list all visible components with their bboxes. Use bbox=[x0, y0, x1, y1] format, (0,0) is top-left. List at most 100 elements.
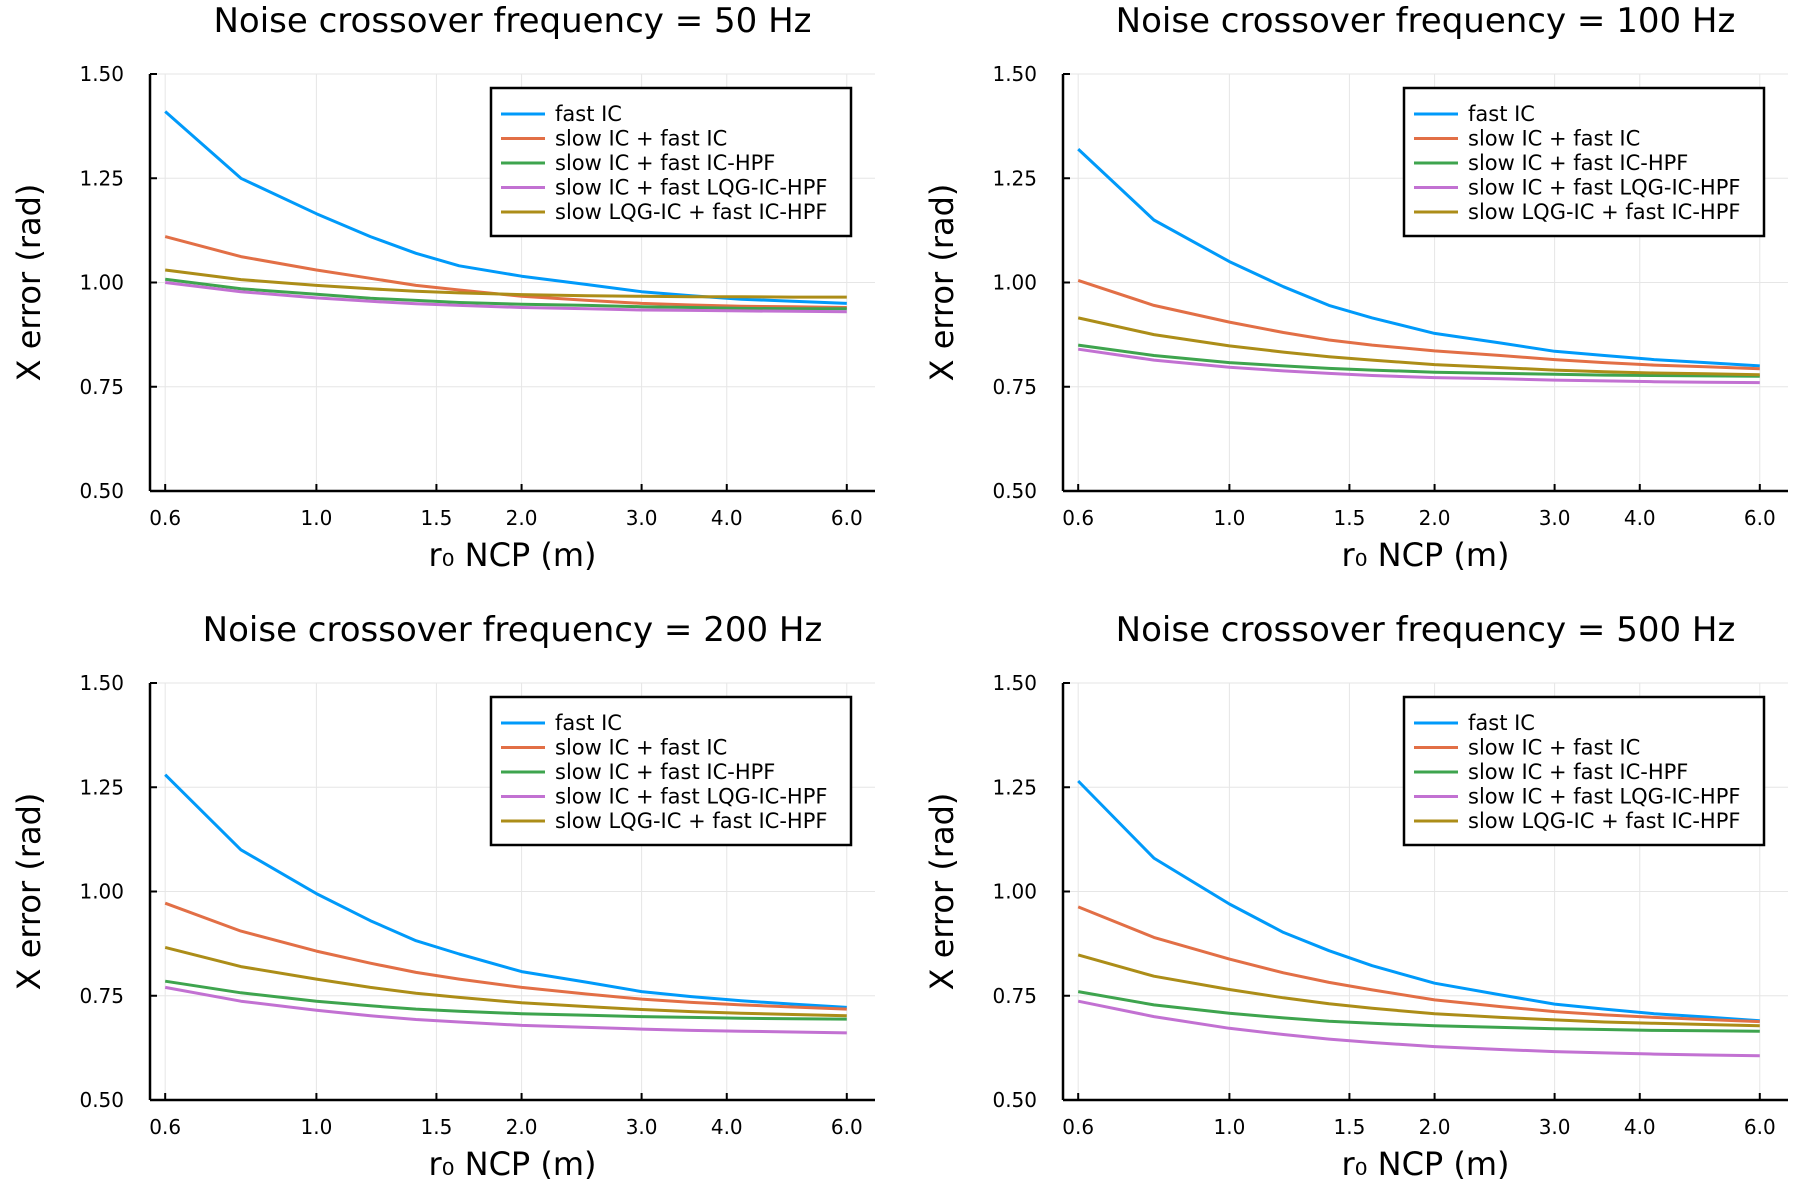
series-line-5 bbox=[165, 268, 847, 299]
x-tick-label: 6.0 bbox=[831, 506, 863, 530]
y-tick-label: 0.50 bbox=[992, 479, 1037, 503]
x-tick-label: 4.0 bbox=[711, 1115, 743, 1139]
y-axis-label: X error (rad) bbox=[10, 793, 48, 991]
legend-entry: fast IC bbox=[1468, 102, 1535, 126]
y-tick-label: 0.75 bbox=[992, 984, 1037, 1008]
y-tick-label: 1.00 bbox=[79, 880, 124, 904]
x-tick-label: 4.0 bbox=[1624, 506, 1656, 530]
series-line-4 bbox=[1077, 999, 1760, 1058]
x-tick-label: 2.0 bbox=[506, 1115, 538, 1139]
series-line-2 bbox=[1077, 905, 1760, 1024]
subplot-1: 0.6 1.0 1.5 2.0 3.0 4.0 6.0 0.50 0.75 1.00 1.25 1.5… bbox=[10, 1, 875, 574]
subplot-title: Noise crossover frequency = 500 Hz bbox=[1116, 610, 1736, 650]
y-tick-label: 1.50 bbox=[79, 671, 124, 695]
y-tick-label: 1.50 bbox=[992, 671, 1037, 695]
legend-entry: fast IC bbox=[1468, 711, 1535, 735]
x-axis-label: r₀ NCP (m) bbox=[428, 1145, 596, 1183]
x-axis-label: r₀ NCP (m) bbox=[428, 536, 596, 574]
series-line-4 bbox=[164, 985, 847, 1035]
x-tick-label: 0.6 bbox=[149, 506, 181, 530]
legend-entry: slow LQG-IC + fast IC-HPF bbox=[1468, 200, 1740, 224]
x-tick-label: 1.0 bbox=[1213, 506, 1245, 530]
y-axis-label: X error (rad) bbox=[10, 184, 48, 382]
y-tick-label: 0.75 bbox=[79, 375, 124, 399]
y-tick-label: 0.50 bbox=[79, 479, 124, 503]
legend-entry: slow IC + fast IC-HPF bbox=[555, 151, 775, 175]
legend-box bbox=[489, 695, 853, 847]
x-tick-label: 2.0 bbox=[1419, 1115, 1451, 1139]
y-axis-label: X error (rad) bbox=[923, 793, 961, 991]
series-line-3 bbox=[1077, 343, 1760, 378]
legend-box bbox=[489, 86, 853, 238]
y-tick-label: 1.00 bbox=[992, 880, 1037, 904]
y-tick-label: 1.25 bbox=[992, 166, 1037, 190]
subplot-3: 0.6 1.0 1.5 2.0 3.0 4.0 6.0 0.50 0.75 1.00 1.25 1.5… bbox=[10, 610, 875, 1183]
series-line-4 bbox=[1077, 347, 1760, 385]
series-line-2 bbox=[1077, 278, 1760, 371]
legend-entry: slow IC + fast IC-HPF bbox=[1468, 760, 1688, 784]
legend-entry: slow IC + fast LQG-IC-HPF bbox=[1468, 785, 1740, 809]
legend-entry: slow IC + fast IC-HPF bbox=[1468, 151, 1688, 175]
series-line-1 bbox=[164, 110, 847, 305]
legend-entry: slow IC + fast IC bbox=[555, 736, 727, 760]
x-tick-label: 3.0 bbox=[1539, 506, 1571, 530]
series-line-1 bbox=[1077, 148, 1760, 368]
x-tick-label: 0.6 bbox=[1062, 1115, 1094, 1139]
legend-entry: fast IC bbox=[555, 102, 622, 126]
x-tick-label: 3.0 bbox=[626, 1115, 658, 1139]
series-line-2 bbox=[164, 901, 847, 1011]
x-tick-label: 0.6 bbox=[1062, 506, 1094, 530]
subplot-4: 0.6 1.0 1.5 2.0 3.0 4.0 6.0 0.50 0.75 1.00 1.25 1.5… bbox=[923, 610, 1788, 1183]
x-tick-label: 1.0 bbox=[1213, 1115, 1245, 1139]
subplot-title: Noise crossover frequency = 100 Hz bbox=[1116, 1, 1736, 41]
x-tick-label: 1.5 bbox=[1334, 1115, 1366, 1139]
subplot-2: 0.6 1.0 1.5 2.0 3.0 4.0 6.0 0.50 0.75 1.00 1.25 1.5… bbox=[923, 1, 1788, 574]
legend-entry: slow IC + fast IC-HPF bbox=[555, 760, 775, 784]
y-axis-label: X error (rad) bbox=[923, 184, 961, 382]
subplot-title: Noise crossover frequency = 50 Hz bbox=[213, 1, 811, 41]
legend-entry: slow IC + fast LQG-IC-HPF bbox=[555, 176, 827, 200]
x-tick-label: 6.0 bbox=[831, 1115, 863, 1139]
legend-entry: slow LQG-IC + fast IC-HPF bbox=[1468, 809, 1740, 833]
legend-entry: slow IC + fast IC bbox=[555, 127, 727, 151]
y-tick-label: 1.25 bbox=[79, 775, 124, 799]
series-line-5 bbox=[1077, 953, 1760, 1028]
series-line-3 bbox=[164, 979, 847, 1021]
legend-entry: fast IC bbox=[555, 711, 622, 735]
x-tick-label: 1.5 bbox=[421, 506, 453, 530]
series-line-5 bbox=[164, 945, 847, 1018]
legend-entry: slow IC + fast IC bbox=[1468, 127, 1640, 151]
subplot-title: Noise crossover frequency = 200 Hz bbox=[203, 610, 823, 650]
x-tick-label: 1.5 bbox=[1334, 506, 1366, 530]
series-line-5 bbox=[1077, 316, 1760, 377]
legend-entry: slow LQG-IC + fast IC-HPF bbox=[555, 200, 827, 224]
x-tick-label: 4.0 bbox=[1624, 1115, 1656, 1139]
y-tick-label: 1.25 bbox=[79, 166, 124, 190]
legend-entry: slow IC + fast IC bbox=[1468, 736, 1640, 760]
y-tick-label: 1.00 bbox=[992, 271, 1037, 295]
x-axis-label: r₀ NCP (m) bbox=[1341, 1145, 1509, 1183]
x-tick-label: 0.6 bbox=[149, 1115, 181, 1139]
legend-entry: slow LQG-IC + fast IC-HPF bbox=[555, 809, 827, 833]
series-line-2 bbox=[164, 235, 847, 309]
y-tick-label: 1.25 bbox=[992, 775, 1037, 799]
series-line-1 bbox=[164, 773, 847, 1009]
legend-entry: slow IC + fast LQG-IC-HPF bbox=[1468, 176, 1740, 200]
x-tick-label: 3.0 bbox=[1539, 1115, 1571, 1139]
legend-box bbox=[1402, 86, 1766, 238]
series-line-3 bbox=[165, 277, 847, 311]
x-tick-label: 6.0 bbox=[1744, 1115, 1776, 1139]
y-tick-label: 0.75 bbox=[992, 375, 1037, 399]
legend-entry: slow IC + fast LQG-IC-HPF bbox=[555, 785, 827, 809]
x-tick-label: 1.0 bbox=[300, 1115, 332, 1139]
x-tick-label: 3.0 bbox=[626, 506, 658, 530]
y-tick-label: 1.00 bbox=[79, 271, 124, 295]
x-tick-label: 6.0 bbox=[1744, 506, 1776, 530]
series-line-4 bbox=[165, 281, 847, 314]
y-tick-label: 1.50 bbox=[992, 62, 1037, 86]
